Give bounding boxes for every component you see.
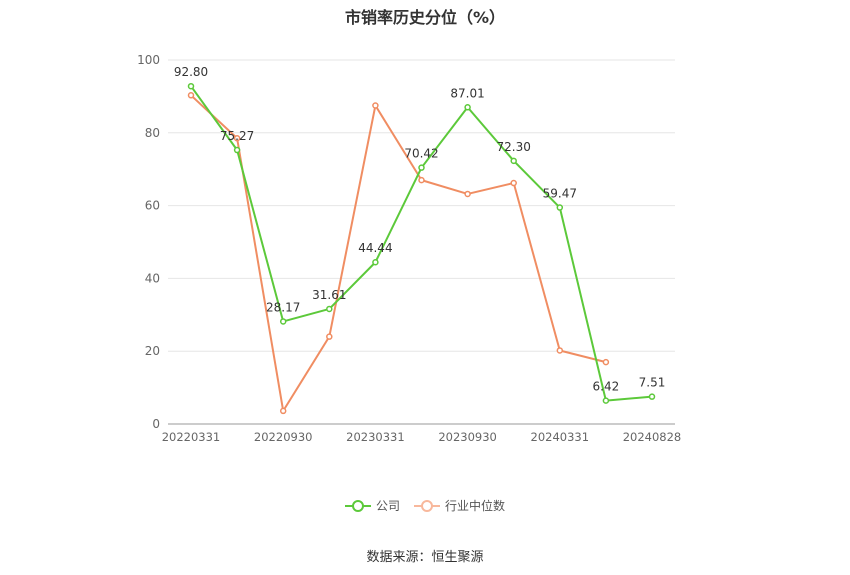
industry-data-point	[187, 92, 195, 99]
legend-industry-label: 行业中位数	[445, 499, 506, 513]
data-label: 31.61	[312, 288, 346, 302]
x-tick-label: 20220331	[162, 430, 221, 444]
industry-data-point	[510, 179, 517, 187]
data-label: 87.01	[450, 86, 484, 100]
company-data-point	[279, 318, 287, 325]
data-source: 数据来源：恒生聚源	[366, 550, 484, 565]
x-tick-label: 20230331	[346, 430, 405, 444]
company-series-line	[190, 85, 653, 402]
y-tick-label: 20	[145, 344, 160, 358]
data-label: 6.42	[593, 380, 620, 394]
y-tick-label: 40	[145, 271, 160, 285]
y-tick-label: 60	[145, 199, 160, 213]
y-tick-label: 0	[152, 417, 160, 431]
legend: 公司 行业中位数	[0, 497, 850, 514]
data-label: 59.47	[543, 187, 577, 201]
company-data-point	[510, 157, 517, 165]
x-tick-label: 20230930	[438, 430, 497, 444]
legend-item-industry-median[interactable]: 行业中位数	[414, 497, 505, 514]
company-data-point	[326, 305, 333, 313]
company-data-point	[187, 82, 195, 90]
line-chart: 0 20 40 60 80 100 20220331 20220930 20230331 2023…	[137, 53, 682, 444]
data-label: 70.42	[404, 147, 438, 161]
company-data-point	[418, 164, 425, 171]
data-label: 72.30	[497, 140, 531, 154]
company-data-point	[648, 393, 656, 400]
industry-data-point	[556, 347, 564, 354]
company-data-point	[233, 146, 241, 154]
legend-item-company[interactable]: 公司	[344, 497, 400, 514]
data-label: 7.51	[639, 376, 666, 390]
x-tick-label: 20240331	[531, 430, 590, 444]
company-data-point	[372, 258, 379, 266]
company-data-point	[556, 204, 564, 211]
company-data-point	[464, 104, 471, 111]
legend-company-symbol	[344, 499, 371, 512]
chart-title: 市销率历史分位（%）	[344, 8, 506, 27]
y-tick-label: 100	[137, 53, 160, 67]
legend-industry-symbol	[414, 499, 440, 512]
industry-data-point	[279, 407, 287, 415]
data-label: 44.44	[358, 241, 392, 255]
data-label: 28.17	[266, 300, 300, 314]
x-tick-label: 20220930	[254, 430, 313, 444]
y-tick-label: 80	[145, 126, 160, 140]
industry-data-point	[464, 190, 471, 198]
industry-data-point	[602, 358, 610, 366]
industry-series-line	[190, 94, 607, 412]
industry-data-point	[326, 333, 333, 340]
x-tick-label: 20240828	[623, 430, 682, 444]
industry-data-point	[418, 176, 425, 184]
industry-data-point	[233, 135, 241, 142]
legend-company-label: 公司	[375, 499, 400, 513]
data-label: 92.80	[174, 65, 208, 79]
data-label: 75.27	[220, 129, 254, 143]
company-data-point	[602, 397, 610, 404]
industry-data-point	[372, 102, 379, 109]
